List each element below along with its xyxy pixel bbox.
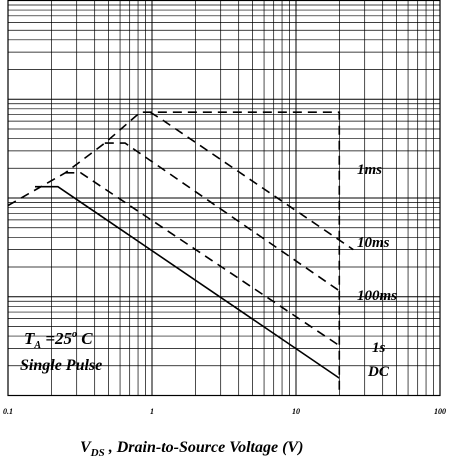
annotation: TA =25o C — [24, 329, 93, 351]
series-label: 100ms — [357, 288, 397, 304]
series-line — [7, 111, 341, 396]
x-tick-label: 100 — [434, 407, 446, 416]
x-tick-label: 1 — [150, 407, 154, 416]
labels: 0.1 1 10 100 1ms 10ms 100ms 1s DC — [3, 162, 446, 416]
grid — [7, 0, 441, 396]
series-label: 1ms — [357, 162, 382, 178]
plot-frame — [7, 0, 441, 397]
series-label: DC — [367, 364, 390, 380]
series-line — [104, 142, 340, 292]
series-line — [65, 172, 340, 347]
x-tick-label: 0.1 — [3, 407, 13, 416]
x-axis-label: VDS , Drain-to-Source Voltage (V) — [80, 439, 303, 459]
series-line — [149, 111, 354, 251]
series-label: 10ms — [357, 235, 390, 251]
annotation: Single Pulse — [20, 357, 102, 374]
series-line — [35, 185, 340, 379]
lines — [7, 111, 354, 396]
x-tick-label: 10 — [292, 407, 300, 416]
series-label: 1s — [372, 340, 386, 356]
